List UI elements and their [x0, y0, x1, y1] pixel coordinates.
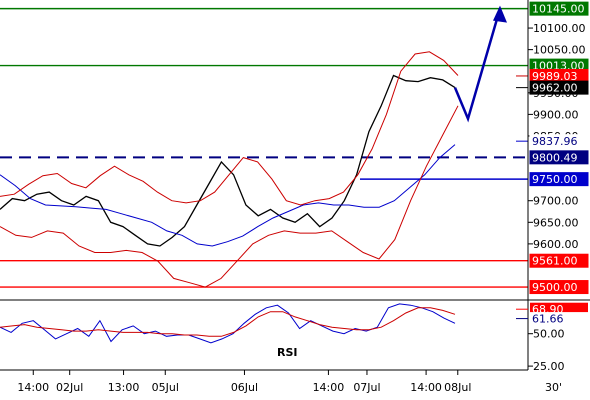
rsi-y-tick-label: 50.00 — [533, 328, 565, 341]
price-line — [0, 74, 456, 247]
level-label: 9837.96 — [532, 135, 578, 148]
rsi-marker-box — [530, 312, 588, 326]
price-y-tick-label: 9900.00 — [533, 108, 579, 121]
price-level-labels: 10145.0010013.009989.039962.009837.96980… — [529, 1, 589, 295]
x-tick-label: 14:00 — [17, 381, 49, 394]
price-levels — [0, 7, 528, 288]
timeframe-label: 30' — [545, 381, 562, 394]
level-label-box — [529, 172, 589, 187]
x-tick-label: 14:00 — [313, 381, 345, 394]
projection-path — [453, 8, 502, 123]
price-y-tick-label: 9650.00 — [533, 216, 579, 229]
projection-arrowhead — [493, 5, 507, 23]
rsi-y-tick-label: 25.00 — [533, 360, 565, 373]
rsi-y-ticks: 50.00 25.00 — [528, 328, 565, 373]
level-label-box — [529, 150, 589, 165]
price-y-tick-label: 10050.00 — [533, 44, 586, 57]
price-panel: 10100.0010050.009950.009900.009850.00970… — [0, 0, 589, 300]
moving_average-line — [0, 144, 456, 247]
price-series — [0, 51, 459, 288]
level-label-box — [529, 134, 589, 149]
x-tick-label: 13:00 — [108, 381, 140, 394]
level-label-box — [529, 80, 589, 95]
rsi-series — [0, 303, 456, 344]
level-label-box — [529, 1, 589, 16]
level-label: 9561.00 — [532, 255, 578, 268]
rsi-marker-label: 61.66 — [532, 313, 564, 326]
x-tick-label: 02Jul — [56, 381, 83, 394]
level-label: 9750.00 — [532, 173, 578, 186]
level-label: 9500.00 — [532, 281, 578, 294]
level-label: 9989.03 — [532, 70, 578, 83]
projection-arrow — [453, 5, 507, 123]
level-label-box — [529, 280, 589, 295]
x-tick-label: 07Jul — [353, 381, 380, 394]
rsi_signal-line — [0, 307, 456, 337]
price-y-tick-label: 9600.00 — [533, 238, 579, 251]
x-tick-label: 08Jul — [444, 381, 471, 394]
x-tick-label: 05Jul — [152, 381, 179, 394]
level-label-box — [529, 253, 589, 268]
price-y-tick-label: 10100.00 — [533, 22, 586, 35]
rsi-line — [0, 303, 456, 344]
price-y-tick-label: 9700.00 — [533, 195, 579, 208]
level-label: 9962.00 — [532, 82, 578, 95]
bollinger_upper-line — [0, 51, 459, 206]
rsi-title: RSI — [277, 346, 298, 359]
bollinger_lower-line — [0, 105, 459, 288]
level-label: 9800.49 — [532, 151, 578, 164]
x-tick-label: 14:00 — [410, 381, 442, 394]
x-tick-label: 06Jul — [231, 381, 258, 394]
x-ticks: 14:00 02Jul 13:00 05Jul 06Jul 14:00 07Jul 14:00… — [17, 370, 471, 394]
level-label: 10145.00 — [532, 3, 585, 16]
